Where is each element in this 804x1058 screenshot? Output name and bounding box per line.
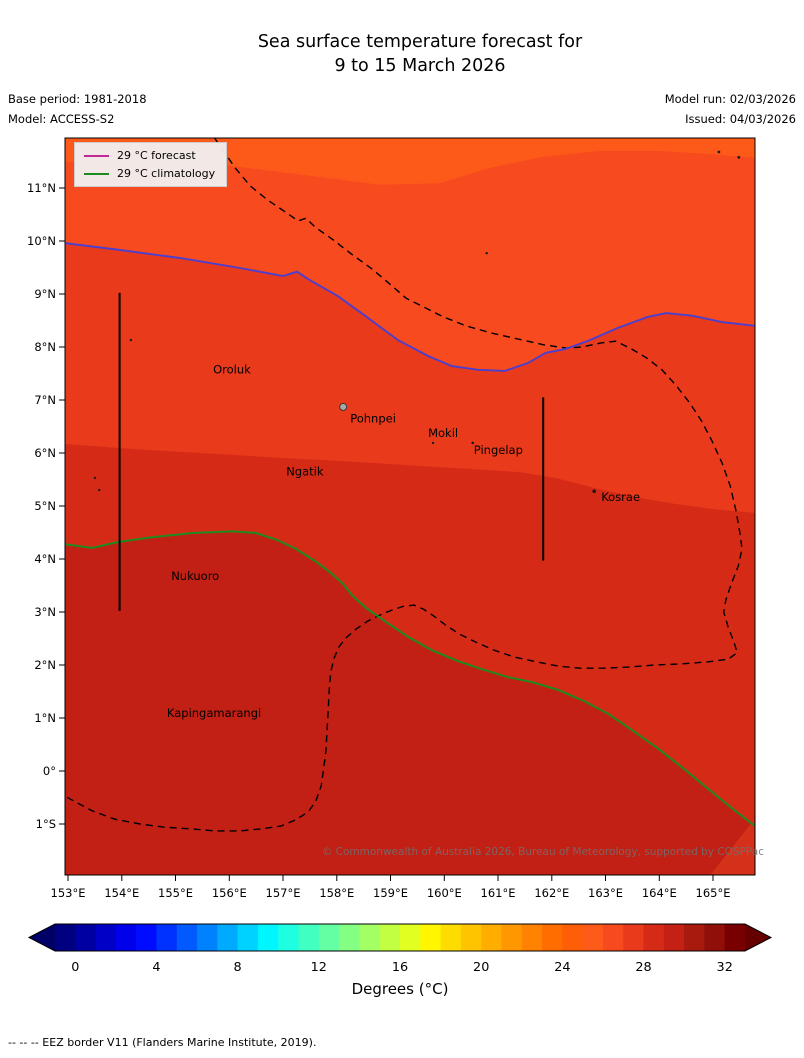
svg-text:162°E: 162°E <box>534 886 569 900</box>
climatology-legend-label: 29 °C climatology <box>117 167 216 180</box>
forecast-line-swatch <box>84 154 109 157</box>
copyright-text: © Commonwealth of Australia 2026, Bureau… <box>321 846 764 858</box>
svg-text:0: 0 <box>71 960 79 975</box>
svg-text:4: 4 <box>152 960 160 975</box>
svg-text:Kapingamarangi: Kapingamarangi <box>167 706 261 720</box>
svg-text:0°: 0° <box>43 764 56 778</box>
legend-row-forecast: 29 °C forecast <box>84 149 215 162</box>
svg-text:8°N: 8°N <box>34 340 56 354</box>
svg-text:1°N: 1°N <box>34 711 56 725</box>
svg-text:8: 8 <box>234 960 242 975</box>
svg-text:Pohnpei: Pohnpei <box>350 411 396 425</box>
svg-text:Ngatik: Ngatik <box>286 464 324 478</box>
colorbar-over-arrow <box>745 924 771 951</box>
svg-text:20: 20 <box>473 960 489 975</box>
svg-text:Mokil: Mokil <box>428 426 458 440</box>
svg-text:12: 12 <box>311 960 327 975</box>
svg-text:1°S: 1°S <box>36 817 56 831</box>
model-text: Model: ACCESS-S2 <box>8 112 115 126</box>
svg-text:161°E: 161°E <box>481 886 516 900</box>
issued-text: Issued: 04/03/2026 <box>685 112 796 126</box>
svg-text:165°E: 165°E <box>696 886 731 900</box>
climatology-line-swatch <box>84 172 109 175</box>
svg-text:4°N: 4°N <box>34 552 56 566</box>
svg-text:160°E: 160°E <box>427 886 462 900</box>
colorbar-label: Degrees (°C) <box>351 980 449 998</box>
svg-text:7°N: 7°N <box>34 393 56 407</box>
svg-text:157°E: 157°E <box>266 886 301 900</box>
colorbar-tick-labels: 0 4 8 12 16 20 24 28 32 <box>71 960 733 975</box>
sst-field <box>65 138 755 875</box>
svg-text:158°E: 158°E <box>319 886 354 900</box>
forecast-29c-contour <box>65 242 755 372</box>
svg-text:Nukuoro: Nukuoro <box>171 569 219 583</box>
svg-text:9°N: 9°N <box>34 287 56 301</box>
svg-text:32: 32 <box>717 960 733 975</box>
svg-text:155°E: 155°E <box>158 886 193 900</box>
eez-border-line <box>65 138 743 832</box>
svg-text:Pingelap: Pingelap <box>474 443 523 457</box>
climatology-29c-contour <box>65 530 755 827</box>
page-title: Sea surface temperature forecast for 9 t… <box>18 30 804 78</box>
svg-text:5°N: 5°N <box>34 499 56 513</box>
svg-text:154°E: 154°E <box>104 886 139 900</box>
legend-row-climatology: 29 °C climatology <box>84 167 215 180</box>
island-markers <box>93 150 741 494</box>
svg-text:11°N: 11°N <box>27 181 56 195</box>
svg-text:24: 24 <box>554 960 570 975</box>
section-lines <box>118 292 545 611</box>
svg-text:163°E: 163°E <box>588 886 623 900</box>
y-axis: 11°N 10°N 9°N 8°N 7°N 6°N 5°N 4°N 3°N 2°N 1°N 0° 1°S <box>27 181 65 831</box>
map-legend: 29 °C forecast 29 °C climatology <box>74 142 228 187</box>
svg-text:Kosrae: Kosrae <box>601 490 640 504</box>
eez-footnote: -- -- -- EEZ border V11 (Flanders Marine… <box>8 1036 317 1049</box>
base-period-text: Base period: 1981-2018 <box>8 92 147 106</box>
x-axis: 153°E 154°E 155°E 156°E 157°E 158°E 159°E 160°E… <box>51 875 731 900</box>
svg-text:Oroluk: Oroluk <box>213 363 251 377</box>
model-run-text: Model run: 02/03/2026 <box>664 92 796 106</box>
svg-text:2°N: 2°N <box>34 658 56 672</box>
colorbar: 0 4 8 12 16 20 24 28 32 <box>27 923 773 975</box>
svg-text:3°N: 3°N <box>34 605 56 619</box>
svg-text:6°N: 6°N <box>34 446 56 460</box>
svg-text:164°E: 164°E <box>642 886 677 900</box>
svg-text:16: 16 <box>392 960 408 975</box>
title-line-1: Sea surface temperature forecast for <box>257 32 583 52</box>
svg-text:28: 28 <box>635 960 651 975</box>
svg-text:10°N: 10°N <box>27 234 56 248</box>
colorbar-under-arrow <box>29 924 55 951</box>
title-line-2: 9 to 15 March 2026 <box>334 56 506 76</box>
place-labels: Oroluk Pohnpei Mokil Pingelap Ngatik Kosrae Nu… <box>167 363 640 720</box>
svg-text:156°E: 156°E <box>212 886 247 900</box>
svg-text:159°E: 159°E <box>373 886 408 900</box>
svg-text:153°E: 153°E <box>51 886 86 900</box>
forecast-legend-label: 29 °C forecast <box>117 149 196 162</box>
